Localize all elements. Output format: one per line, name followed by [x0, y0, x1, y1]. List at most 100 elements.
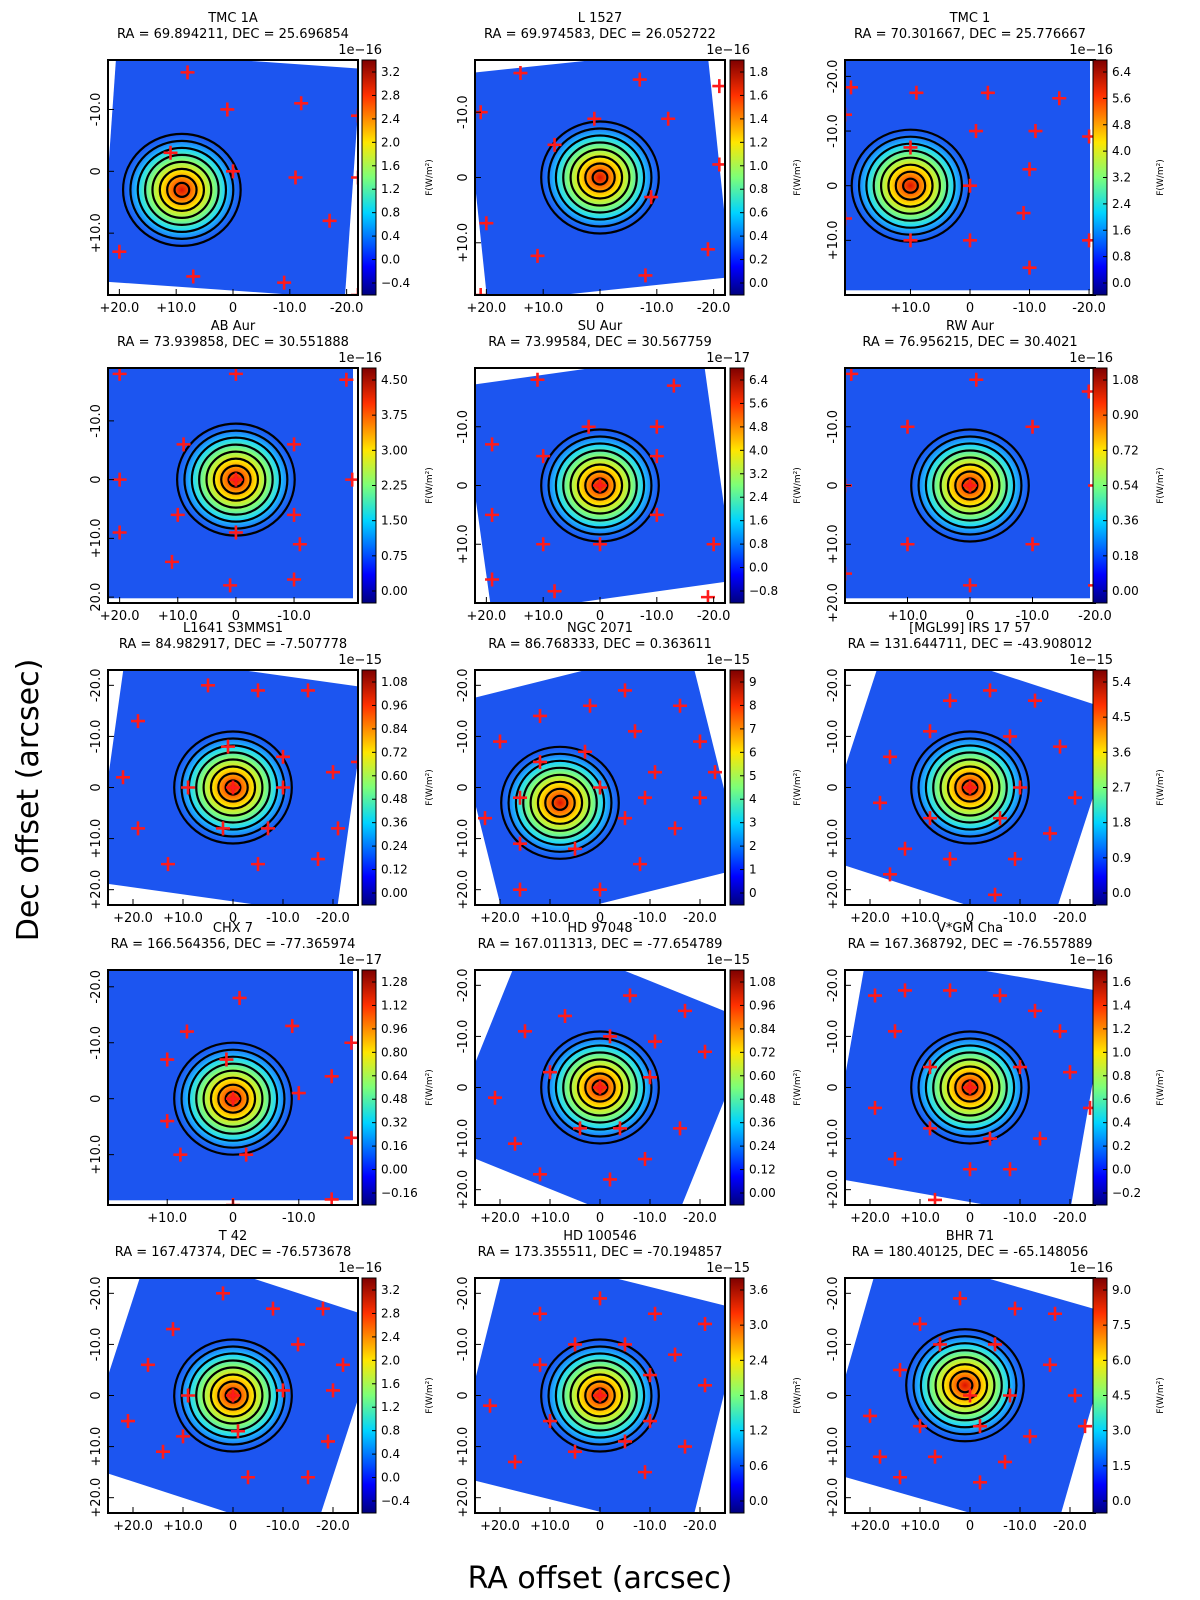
pointing-marker — [1023, 1429, 1037, 1444]
x-tick-label: +10.0 — [900, 1211, 940, 1226]
pointing-marker — [973, 1419, 987, 1434]
panel-title: V*GM Cha — [937, 921, 1003, 936]
x-tick-label: +20.0 — [850, 1211, 890, 1226]
pointing-marker — [513, 790, 527, 805]
contour-line — [129, 139, 235, 240]
colorbar-scale: 1e−15 — [706, 653, 750, 668]
pointing-marker — [513, 66, 528, 81]
colorbar-tick-label: −0.4 — [381, 276, 410, 290]
panel-coords: RA = 70.301667, DEC = 25.776667 — [854, 27, 1086, 42]
y-tick-label: -10.0 — [826, 720, 841, 754]
pointing-marker — [547, 584, 562, 599]
pointing-marker — [648, 1034, 662, 1049]
colorbar-tick-label: 0.8 — [381, 206, 400, 220]
pointing-marker — [1013, 1060, 1027, 1075]
pointing-marker — [913, 1316, 927, 1331]
pointing-marker — [649, 449, 664, 464]
pointing-marker — [186, 269, 201, 284]
x-tick-label: -10.0 — [1003, 1519, 1037, 1534]
contour-line — [554, 1352, 646, 1439]
colorbar-tick-label: 2.4 — [749, 1353, 768, 1367]
colorbar-tick-label: 0.36 — [1112, 514, 1139, 528]
colorbar-tick-label: 1.2 — [749, 135, 768, 149]
colorbar-tick-label: 3.6 — [1112, 745, 1131, 759]
pointing-marker — [345, 472, 358, 487]
panel-title: [MGL99] IRS 17 57 — [909, 621, 1031, 636]
colorbar-label: F(W/m²) — [793, 467, 803, 504]
panel-title: AB Aur — [211, 319, 256, 334]
contour-line — [547, 1037, 653, 1138]
colorbar-tick-label: 0.60 — [749, 1069, 776, 1083]
pointing-marker — [232, 990, 247, 1005]
pointing-marker — [873, 795, 887, 810]
colorbar-scale: 1e−16 — [706, 43, 750, 58]
pointing-marker — [698, 1316, 712, 1331]
contour-line — [220, 464, 252, 495]
pointing-marker — [618, 683, 632, 698]
x-tick-label: -20.0 — [683, 911, 717, 926]
contour-line — [217, 772, 249, 803]
x-tick-label: -10.0 — [633, 1519, 667, 1534]
colorbar-label: F(W/m²) — [793, 159, 803, 196]
x-tick-label: 0 — [966, 911, 974, 926]
colorbar-tick-label: 8 — [749, 698, 757, 712]
x-tick-label: -10.0 — [633, 1211, 667, 1226]
pointing-marker — [141, 1357, 155, 1372]
pointing-marker — [226, 1388, 240, 1403]
contour-line — [902, 177, 919, 194]
pointing-marker — [1022, 162, 1037, 177]
pointing-marker — [963, 1162, 977, 1177]
colorbar-tick-label: 6.0 — [1112, 1353, 1131, 1367]
colorbar-tick-label: 4.8 — [1112, 118, 1131, 132]
colorbar-tick-label: 0.8 — [1112, 1069, 1131, 1083]
x-tick-label: +20.0 — [480, 1519, 520, 1534]
y-tick-label: 0 — [89, 1391, 104, 1399]
pointing-marker — [845, 211, 852, 226]
pointing-marker — [291, 1086, 306, 1101]
panel-coords: RA = 73.99584, DEC = 30.567759 — [488, 335, 712, 350]
colorbar-tick-label: 0.2 — [749, 253, 768, 267]
x-tick-label: +20.0 — [466, 301, 506, 316]
colorbar-tick-label: 1.2 — [1112, 1022, 1131, 1036]
colorbar-tick-label: 1.12 — [381, 998, 408, 1012]
y-tick-label: -20.0 — [89, 970, 104, 1004]
colorbar-tick-label: 1.8 — [749, 1389, 768, 1403]
pointing-marker — [493, 734, 507, 749]
colorbar-tick-label: 0.18 — [1112, 549, 1139, 563]
pointing-marker — [643, 1414, 657, 1429]
y-tick-label: -20.0 — [456, 969, 471, 1003]
x-tick-label: 0 — [229, 911, 237, 926]
pointing-marker — [983, 683, 997, 698]
pointing-marker — [251, 857, 265, 872]
x-tick-label: +20.0 — [480, 911, 520, 926]
colorbar-tick-label: 0.96 — [381, 1022, 408, 1036]
y-tick-label: -20.0 — [826, 60, 841, 94]
pointing-marker — [568, 841, 582, 856]
contour-line — [202, 1069, 264, 1128]
pointing-marker — [893, 1362, 907, 1377]
y-tick-label: -10.0 — [826, 114, 841, 148]
colorbar-tick-label: 0.72 — [1112, 443, 1139, 457]
x-tick-label: +10.0 — [530, 911, 570, 926]
pointing-marker — [161, 857, 175, 872]
pointing-marker — [698, 1378, 712, 1393]
contour-line — [887, 163, 934, 208]
colorbar-tick-label: 3.6 — [749, 1283, 768, 1297]
pointing-marker — [618, 1434, 632, 1449]
x-tick-label: -10.0 — [640, 609, 674, 624]
contour-line — [173, 1041, 293, 1156]
pointing-marker — [898, 841, 912, 856]
panel-title: TMC 1A — [207, 11, 258, 26]
x-tick-label: 0 — [966, 301, 974, 316]
contour-line — [195, 1062, 271, 1135]
pointing-marker — [131, 821, 145, 836]
contour-line — [180, 1048, 286, 1149]
pointing-marker — [170, 507, 185, 522]
pointing-marker — [90, 282, 104, 296]
y-tick-label: 0 — [456, 783, 471, 791]
x-tick-label: +10.0 — [891, 301, 931, 316]
panel-coords: RA = 131.644711, DEC = -43.908012 — [848, 637, 1093, 652]
x-tick-label: 0 — [229, 1211, 237, 1226]
panel-coords: RA = 76.956215, DEC = 30.4021 — [862, 335, 1077, 350]
